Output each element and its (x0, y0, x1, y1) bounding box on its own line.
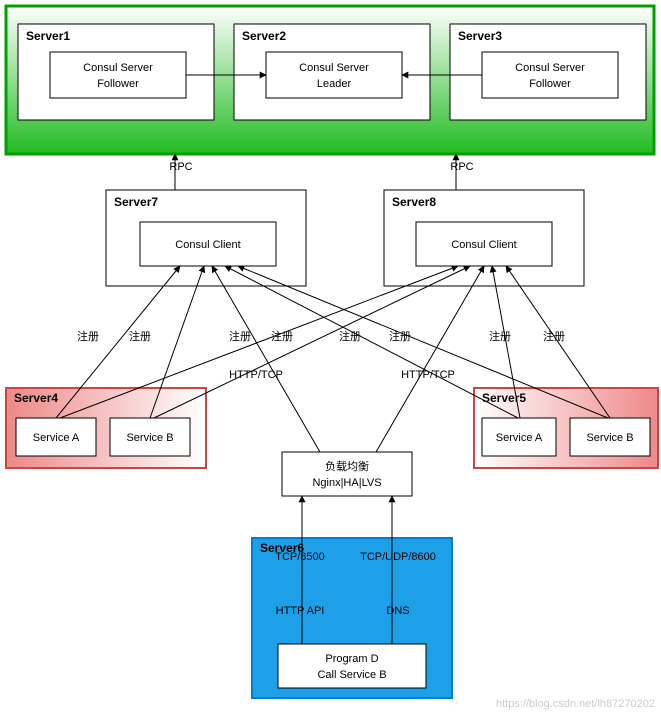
server-title: Server5 (482, 391, 526, 405)
server-title: Server4 (14, 391, 58, 405)
node-svcB4-label: Service B (126, 432, 173, 444)
watermark: https://blog.csdn.net/lh87270202 (496, 698, 655, 710)
edge-label-port: TCP/8500 (275, 551, 325, 563)
node-cs1 (50, 52, 186, 98)
node-cc7-label: Consul Client (175, 239, 240, 251)
node-svcA5-label: Service A (496, 432, 543, 444)
edge-label-proto: DNS (386, 605, 409, 617)
edge-label-register: 注册 (229, 329, 251, 343)
node-cc8-label: Consul Client (451, 239, 516, 251)
edge-label-port: TCP/UDP/8600 (360, 551, 436, 563)
edge-label-register: 注册 (339, 329, 361, 343)
node-cs3-label: Consul Server (515, 62, 585, 74)
node-cs2-label2: Leader (317, 78, 352, 90)
node-cs2-label: Consul Server (299, 62, 369, 74)
node-prog (278, 644, 426, 688)
server-title: Server7 (114, 195, 158, 209)
node-cs2 (266, 52, 402, 98)
edge-lb (212, 266, 320, 452)
edge-label-register: 注册 (389, 329, 411, 343)
node-cs1-label2: Follower (97, 78, 139, 90)
edge-register (225, 266, 518, 418)
edge-label-register: 注册 (271, 329, 293, 343)
edge-label-register: 注册 (489, 329, 511, 343)
architecture-diagram: Server1 Server2 Server3 Server7 Server8 Cons… (0, 0, 661, 714)
server-title: Server2 (242, 29, 286, 43)
node-prog-label2: Call Service B (317, 669, 386, 681)
node-lb-label2: Nginx|HA|LVS (312, 477, 381, 489)
edge-label-register: 注册 (77, 329, 99, 343)
server-title: Server1 (26, 29, 70, 43)
node-lb (282, 452, 412, 496)
node-cs3-label2: Follower (529, 78, 571, 90)
edge-lb (376, 266, 484, 452)
edge-label-rpc: RPC (450, 161, 473, 173)
edge-label-register: 注册 (543, 329, 565, 343)
node-svcA4-label: Service A (33, 432, 80, 444)
server-title: Server8 (392, 195, 436, 209)
node-svcB5-label: Service B (586, 432, 633, 444)
edge-label-register: 注册 (129, 329, 151, 343)
node-lb-label: 负载均衡 (325, 459, 369, 473)
edge-label-rpc: RPC (169, 161, 192, 173)
edge-label-http: HTTP/TCP (401, 369, 455, 381)
edge-label-proto: HTTP API (276, 605, 325, 617)
node-prog-label: Program D (325, 653, 378, 665)
node-cs3 (482, 52, 618, 98)
edge-label-http: HTTP/TCP (229, 369, 283, 381)
node-cs1-label: Consul Server (83, 62, 153, 74)
server-title: Server3 (458, 29, 502, 43)
